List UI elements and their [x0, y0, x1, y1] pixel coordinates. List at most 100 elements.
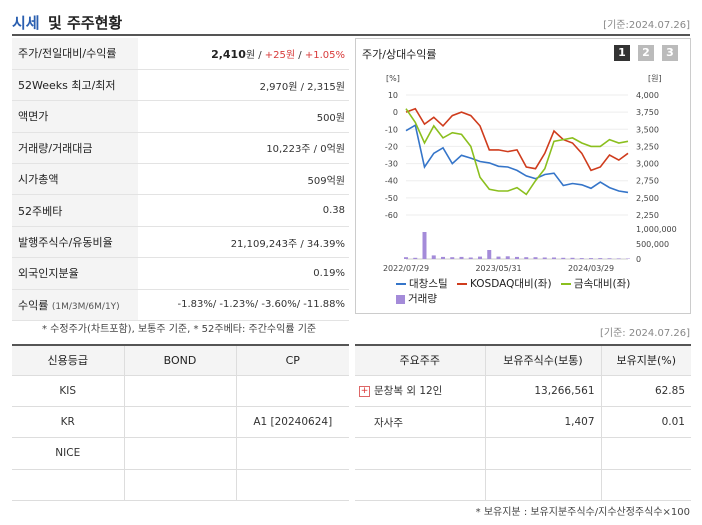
volume-bar — [561, 257, 566, 259]
holder-name — [355, 437, 485, 470]
x-tick-label: 2022/07/29 — [383, 264, 429, 273]
credit-bond — [123, 406, 236, 439]
returns-label: 수익률 — [18, 298, 49, 312]
current-price: 2,410 — [211, 47, 246, 61]
holders-header-row: 주요주주 보유주식수(보통) 보유지분(%) — [355, 344, 691, 376]
info-footnote: * 수정주가(차트포함), 보통주 기준, * 52주베타: 주간수익률 기준 — [42, 324, 317, 335]
table-row — [12, 469, 349, 502]
series-line-2 — [405, 107, 629, 172]
credit-cp — [235, 375, 349, 407]
info-key: 수익률 (1M/3M/6M/1Y) — [12, 289, 138, 322]
x-tick-label: 2023/05/31 — [475, 264, 521, 273]
left-tick-label: -30 — [385, 160, 398, 169]
legend-label: 금속대비(좌) — [573, 278, 631, 290]
credit-agency: NICE — [12, 437, 124, 470]
price-chart: [%] [원] 10 0 -10 -20 -30 -40 -50 -60 4,000 3,750 3,5… — [383, 74, 677, 273]
credit-agency: KIS — [12, 375, 124, 407]
left-tick-label: -20 — [385, 142, 398, 151]
info-value: 0.19% — [138, 257, 349, 290]
legend-item-kosdaq: KOSDAQ대비(좌) — [456, 278, 552, 290]
volume-bar — [422, 232, 427, 259]
credit-rating-table: 신용등급 BOND CP KIS KR A1 [20240624] NICE — [12, 344, 349, 502]
holder-shares: 1,407 — [484, 406, 601, 439]
volume-bar — [431, 255, 436, 259]
section-title-price: 시세 — [12, 14, 40, 32]
volume-tick-label: 1,000,000 — [636, 225, 677, 234]
info-key: 52Weeks 최고/최저 — [12, 69, 138, 102]
reference-date: [기준:2024.07.26] — [603, 20, 690, 31]
credit-col-header: CP — [235, 344, 349, 376]
volume-bar — [552, 257, 556, 259]
volume-bar — [598, 258, 603, 259]
info-key: 액면가 — [12, 100, 138, 133]
holder-name-cell: + 문창복 외 12인 — [355, 375, 485, 407]
info-row-52w: 52Weeks 최고/최저 2,970원 / 2,315원 — [12, 69, 349, 102]
legend-label: 거래량 — [408, 293, 437, 305]
x-tick-label: 2024/03/29 — [568, 264, 614, 273]
price-return: +1.05% — [304, 49, 345, 61]
series-line-1 — [405, 123, 629, 194]
volume-bar — [533, 257, 538, 259]
table-row: 자사주 1,407 0.01 — [355, 406, 691, 439]
period-button-1[interactable]: 1 — [614, 45, 630, 61]
volume-bar — [468, 257, 473, 259]
left-tick-label: -60 — [385, 211, 398, 220]
volume-bar — [515, 256, 519, 259]
holders-col-header: 보유지분(%) — [600, 344, 691, 376]
holder-pct: 62.85 — [600, 375, 691, 407]
info-value: -1.83%/ -1.23%/ -3.60%/ -11.88% — [138, 289, 349, 322]
info-row-volume: 거래량/거래대금 10,223주 / 0억원 — [12, 132, 349, 165]
table-row: + 문창복 외 12인 13,266,561 62.85 — [355, 375, 691, 407]
major-holders-table: 주요주주 보유주식수(보통) 보유지분(%) + 문창복 외 12인 13,266… — [355, 344, 691, 502]
volume-bar — [579, 258, 584, 259]
info-row-par: 액면가 500원 — [12, 100, 349, 133]
table-row: NICE — [12, 437, 349, 470]
volume-tick-label: 500,000 — [636, 240, 669, 249]
volume-bar — [589, 258, 593, 259]
holder-pct: 0.01 — [600, 406, 691, 439]
credit-bond — [123, 375, 236, 407]
right-tick-label: 3,250 — [636, 142, 659, 151]
holders-footnote: * 보유지분 : 보유지분주식수/지수산정주식수×100 — [475, 507, 690, 518]
period-button-2[interactable]: 2 — [638, 45, 654, 61]
price-sep: / — [295, 49, 305, 61]
info-value: 2,410원 / +25원 / +1.05% — [138, 38, 349, 70]
holder-shares: 13,266,561 — [484, 375, 601, 407]
right-tick-label: 3,000 — [636, 160, 659, 169]
table-row — [355, 469, 691, 502]
legend-item-volume: 거래량 — [396, 293, 437, 305]
info-key: 주가/전일대비/수익률 — [12, 38, 138, 70]
credit-cp — [235, 469, 349, 502]
credit-agency: KR — [12, 406, 124, 439]
credit-col-header: BOND — [123, 344, 236, 376]
volume-bar — [450, 257, 455, 259]
credit-bond — [123, 437, 236, 470]
right-tick-label: 4,000 — [636, 91, 659, 100]
info-value: 10,223주 / 0억원 — [138, 132, 349, 165]
period-button-3[interactable]: 3 — [662, 45, 678, 61]
credit-col-header: 신용등급 — [12, 344, 124, 376]
holder-shares — [484, 469, 601, 502]
holder-name — [355, 469, 485, 502]
volume-bar — [616, 258, 621, 259]
legend-swatch — [456, 283, 467, 285]
credit-agency — [12, 469, 124, 502]
credit-cp — [235, 437, 349, 470]
volume-bar — [570, 257, 575, 259]
left-tick-label: -40 — [385, 177, 398, 186]
section-header: 시세 및 주주현황 [기준:2024.07.26] — [12, 8, 690, 36]
info-key: 거래량/거래대금 — [12, 132, 138, 165]
info-value: 0.38 — [138, 194, 349, 227]
volume-bar — [487, 250, 492, 259]
credit-header-row: 신용등급 BOND CP — [12, 344, 349, 376]
credit-bond — [123, 469, 236, 502]
right-tick-label: 2,750 — [636, 177, 659, 186]
expand-icon[interactable]: + — [359, 385, 370, 397]
info-key: 52주베타 — [12, 194, 138, 227]
credit-cp: A1 [20240624] — [235, 406, 349, 439]
left-tick-label: -10 — [385, 125, 398, 134]
holder-pct — [600, 469, 691, 502]
left-tick-label: 10 — [388, 91, 398, 100]
table-row — [355, 437, 691, 470]
price-info-table: 주가/전일대비/수익률 2,410원 / +25원 / +1.05% 52Wee… — [12, 38, 349, 322]
